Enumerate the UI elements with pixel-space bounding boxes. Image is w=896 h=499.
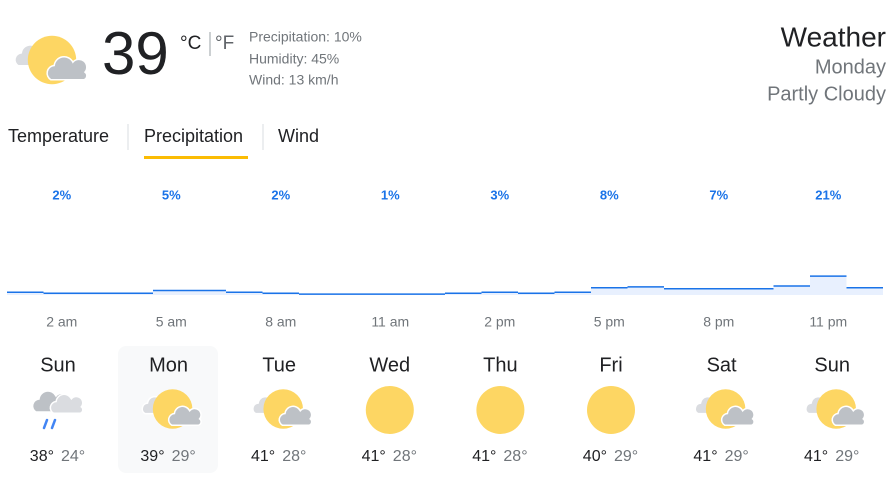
x-tick-label: 11 pm [809, 314, 847, 330]
unit-f[interactable]: °F [215, 33, 234, 54]
day-icon [31, 390, 84, 430]
value-label: 8% [600, 187, 619, 202]
tab-active[interactable]: Precipitation [144, 126, 243, 146]
cloud [278, 405, 313, 426]
cloud [167, 405, 202, 426]
day-name[interactable]: Mon [149, 354, 188, 376]
precipitation: Precipitation: 10% [249, 29, 362, 45]
day-icon [252, 389, 313, 429]
precip-area [80, 293, 117, 295]
x-tick-label: 8 pm [703, 314, 734, 330]
tab[interactable]: Temperature [8, 126, 109, 146]
value-label: 2% [271, 187, 290, 202]
x-tick-label: 2 am [46, 314, 77, 330]
low-temp: 24° [61, 448, 85, 465]
tab-underline [144, 156, 248, 159]
precip-area [591, 287, 628, 295]
day-name[interactable]: Tue [262, 354, 296, 376]
x-tick-label: 5 pm [594, 314, 625, 330]
day-name[interactable]: Sun [40, 354, 76, 376]
humidity: Humidity: 45% [249, 51, 339, 67]
precip-area [189, 290, 226, 295]
day-icon [805, 389, 866, 429]
precip-area [445, 293, 482, 295]
day: Monday [815, 56, 886, 78]
precip-area [518, 293, 555, 295]
day-icon [587, 386, 635, 434]
tab[interactable]: Wind [278, 126, 319, 146]
precip-area [7, 292, 44, 295]
x-tick-label: 2 pm [484, 314, 515, 330]
low-temp: 29° [172, 448, 196, 465]
rain-drop [50, 418, 57, 430]
value-label: 21% [815, 187, 841, 202]
cloud [831, 405, 866, 426]
precip-area [481, 292, 518, 295]
precip-area [116, 293, 153, 295]
day-name[interactable]: Sat [707, 354, 737, 376]
day-name[interactable]: Thu [483, 354, 517, 376]
sun [476, 386, 525, 434]
value-label: 7% [709, 187, 728, 202]
low-temp: 29° [835, 448, 859, 465]
day-icon [476, 386, 525, 434]
value-label: 5% [162, 187, 181, 202]
rain-drop [42, 418, 49, 430]
low-temp: 28° [503, 448, 527, 465]
low-temp: 29° [725, 448, 749, 465]
low-temp: 28° [282, 448, 306, 465]
current-icon [14, 35, 88, 85]
high-temp: 41° [251, 448, 275, 465]
precip-area [700, 288, 737, 295]
title: Weather [781, 21, 886, 52]
precip-area [226, 292, 263, 295]
precip-area [664, 288, 701, 295]
day-name[interactable]: Fri [599, 354, 622, 376]
precip-area [737, 288, 774, 295]
high-temp: 41° [362, 448, 386, 465]
value-label: 1% [381, 187, 400, 202]
wind: Wind: 13 km/h [249, 72, 338, 88]
high-temp: 40° [583, 448, 607, 465]
high-temp: 41° [472, 448, 496, 465]
day-name[interactable]: Sun [814, 354, 850, 376]
x-tick-label: 5 am [156, 314, 187, 330]
precip-area [810, 276, 847, 295]
precip-area [846, 287, 883, 295]
unit-c[interactable]: °C [180, 33, 201, 54]
high-temp: 41° [693, 448, 717, 465]
precip-area [262, 293, 299, 295]
condition: Partly Cloudy [767, 83, 886, 105]
value-label: 3% [490, 187, 509, 202]
precip-area [627, 286, 664, 295]
sun [365, 386, 414, 434]
cloud [720, 405, 755, 426]
x-tick-label: 11 am [371, 314, 409, 330]
day-name[interactable]: Wed [369, 354, 410, 376]
precip-area [554, 292, 591, 295]
high-temp: 39° [140, 448, 164, 465]
cloud [49, 393, 84, 414]
high-temp: 38° [30, 448, 54, 465]
precip-area [153, 290, 190, 295]
precip-area [773, 286, 810, 295]
day-icon [141, 389, 202, 429]
sun [587, 386, 635, 434]
current-temp: 39 [102, 20, 169, 87]
day-icon [365, 386, 414, 434]
cloud [46, 55, 88, 81]
low-temp: 28° [393, 448, 417, 465]
day-icon [694, 389, 755, 429]
x-tick-label: 8 am [265, 314, 296, 330]
high-temp: 41° [804, 448, 828, 465]
low-temp: 29° [614, 448, 638, 465]
precip-area [43, 293, 80, 295]
value-label: 2% [52, 187, 71, 202]
